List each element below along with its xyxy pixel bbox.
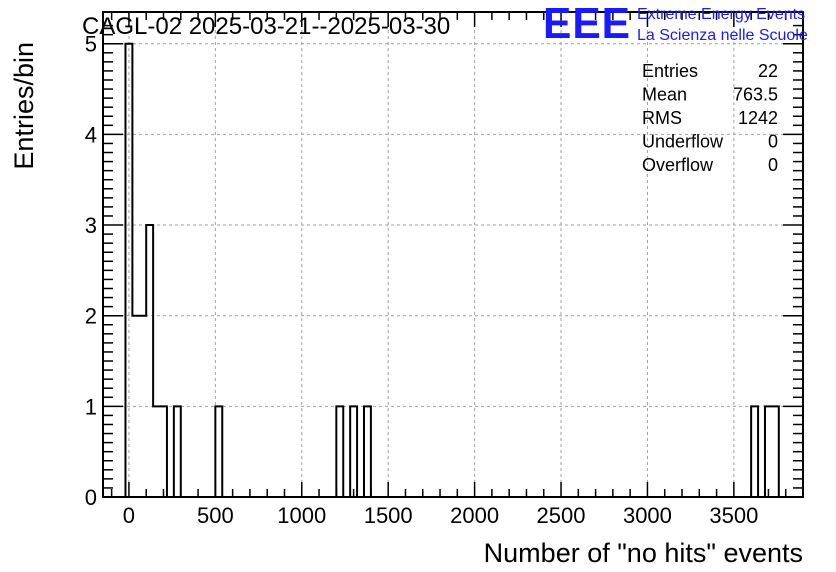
plot-frame xyxy=(102,11,804,498)
logo-line-1: Extreme Energy Events xyxy=(637,6,805,23)
x-axis-label: Number of "no hits" events xyxy=(484,538,803,568)
y-tick-label: 0 xyxy=(85,485,97,510)
x-tick-label: 3500 xyxy=(709,503,758,528)
grid-lines xyxy=(103,12,803,497)
stats-value-entries: 22 xyxy=(758,61,778,81)
stats-box: Entries 22 Mean 763.5 RMS 1242 Underflow 0 Overf… xyxy=(642,61,778,175)
stats-value-underflow: 0 xyxy=(768,132,778,152)
tick-labels: 0 500 1000 1500 2000 2500 3000 3500 0 1 2 3 4 5 xyxy=(85,32,759,528)
x-tick-label: 2000 xyxy=(450,503,499,528)
y-axis-label: Entries/bin xyxy=(9,42,39,170)
eee-logo-mark: EEE xyxy=(543,0,631,48)
y-tick-label: 5 xyxy=(85,32,97,57)
stats-label-rms: RMS xyxy=(642,108,682,128)
x-tick-label: 2500 xyxy=(537,503,586,528)
y-tick-label: 1 xyxy=(85,394,97,419)
stats-value-overflow: 0 xyxy=(768,155,778,175)
stats-label-entries: Entries xyxy=(642,61,698,81)
histogram-bin xyxy=(364,406,371,497)
histogram-bin xyxy=(336,406,343,497)
histogram-bin xyxy=(174,406,181,497)
y-tick-label: 4 xyxy=(85,122,97,147)
y-tick-label: 2 xyxy=(85,304,97,329)
x-tick-label: 500 xyxy=(197,503,234,528)
stats-label-overflow: Overflow xyxy=(642,155,714,175)
histogram-bin xyxy=(146,225,153,497)
histogram-outline xyxy=(124,42,780,497)
histogram-path xyxy=(124,42,780,497)
histogram-bin xyxy=(153,406,167,497)
y-tick-label: 3 xyxy=(85,213,97,238)
histogram-bin xyxy=(765,406,779,497)
axis-ticks xyxy=(103,12,804,498)
eee-logo: EEE Extreme Energy Events La Scienza nel… xyxy=(543,0,808,48)
histogram-bin xyxy=(350,406,357,497)
histogram-bin xyxy=(215,406,222,497)
x-tick-label: 3000 xyxy=(623,503,672,528)
logo-line-2: La Scienza nelle Scuole xyxy=(637,27,808,44)
stats-value-mean: 763.5 xyxy=(733,85,778,105)
chart-title: CAGL-02 2025-03-21--2025-03-30 xyxy=(82,13,450,40)
x-tick-label: 1500 xyxy=(364,503,413,528)
stats-value-rms: 1242 xyxy=(738,108,778,128)
x-tick-label: 1000 xyxy=(277,503,326,528)
histogram-bin xyxy=(751,406,758,497)
stats-label-mean: Mean xyxy=(642,85,687,105)
x-tick-label: 0 xyxy=(123,503,135,528)
stats-label-underflow: Underflow xyxy=(642,132,724,152)
